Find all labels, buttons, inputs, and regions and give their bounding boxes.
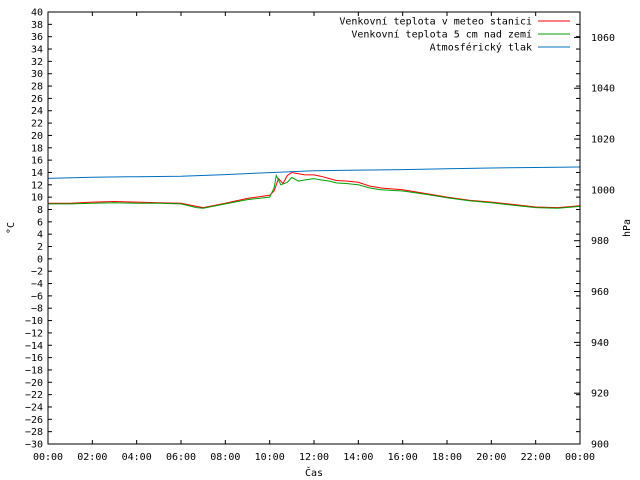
series-line-3 [47, 166, 581, 179]
y-tick-label: −4 [31, 279, 43, 290]
x-tick-label: 18:00 [432, 452, 462, 463]
y-tick-label: 28 [31, 82, 43, 93]
x-tick-label: 16:00 [388, 452, 418, 463]
y2-tick-label: 980 [591, 236, 609, 247]
y-tick-label: −28 [25, 427, 43, 438]
x-tick-label: 04:00 [122, 452, 152, 463]
y-tick-label: 38 [31, 20, 43, 31]
legend-label: Atmosférický tlak [430, 42, 532, 54]
y-tick-label: 22 [31, 119, 43, 130]
y-tick-label: −10 [25, 316, 43, 327]
y2-tick-label: 1000 [591, 185, 615, 196]
y-tick-label: 8 [37, 205, 43, 216]
y-tick-label: −26 [25, 415, 43, 426]
y-tick-label: 4 [37, 230, 43, 241]
y-tick-label: 34 [31, 45, 43, 56]
y-tick-label: −16 [25, 353, 43, 364]
series-layer [47, 166, 581, 209]
y-tick-label: −20 [25, 378, 43, 389]
y-tick-label: 18 [31, 143, 43, 154]
y-tick-label: −14 [25, 341, 43, 352]
legend: Venkovní teplota v meteo staniciVenkovní… [339, 16, 570, 54]
y-tick-label: −6 [31, 291, 43, 302]
y-tick-label: 12 [31, 180, 43, 191]
y2-axis-label: hPa [622, 219, 633, 237]
y-tick-label: −24 [25, 402, 43, 413]
y-tick-label: 36 [31, 32, 43, 43]
y-tick-label: −30 [25, 440, 43, 451]
y-tick-label: −2 [31, 267, 43, 278]
y2-tick-label: 1060 [591, 33, 615, 44]
x-tick-label: 10:00 [255, 452, 285, 463]
y-tick-label: −8 [31, 304, 43, 315]
y-tick-label: 6 [37, 217, 43, 228]
x-axis: 00:00 02:00 04:00 06:00 08:00 10:00 12:00 14:00… [33, 12, 595, 463]
y-tick-label: 40 [31, 8, 43, 19]
x-tick-label: 00:00 [33, 452, 63, 463]
y2-tick-label: 1040 [591, 84, 615, 95]
plot-frame [47, 11, 581, 445]
y-axis-right: 900 920 940 960 980 1000 1020 1040 1060 [574, 33, 615, 451]
y-tick-label: 0 [37, 254, 43, 265]
x-tick-label: 08:00 [210, 452, 240, 463]
y-tick-label: 24 [31, 106, 43, 117]
series-line-2 [48, 173, 581, 209]
y-axis-left: −30−28−26−24−22−20−18−16−14−12−10−8−6−4−… [25, 8, 580, 451]
y2-tick-label: 960 [591, 287, 609, 298]
x-tick-label: 12:00 [299, 452, 329, 463]
legend-label: Venkovní teplota 5 cm nad zemí [351, 29, 532, 41]
x-tick-label: 02:00 [77, 452, 107, 463]
x-tick-label: 06:00 [166, 452, 196, 463]
y2-tick-label: 1020 [591, 135, 615, 146]
y-tick-label: 14 [31, 168, 43, 179]
y2-tick-label: 920 [591, 389, 609, 400]
y-tick-label: 16 [31, 156, 43, 167]
y-tick-label: −18 [25, 365, 43, 376]
x-axis-label: Čas [305, 466, 323, 479]
y-tick-label: 10 [31, 193, 43, 204]
y-tick-label: −12 [25, 328, 43, 339]
x-tick-label: 14:00 [343, 452, 373, 463]
y-tick-label: 2 [37, 242, 43, 253]
y-axis-label: °C [6, 222, 17, 234]
y2-tick-label: 940 [591, 338, 609, 349]
y2-tick-label: 900 [591, 440, 609, 451]
x-tick-label: 20:00 [476, 452, 506, 463]
x-tick-label: 22:00 [521, 452, 551, 463]
x-tick-label: 00:00 [565, 452, 595, 463]
y-tick-label: 30 [31, 69, 43, 80]
y-tick-label: 20 [31, 131, 43, 142]
y-tick-label: 26 [31, 94, 43, 105]
y-tick-label: −22 [25, 390, 43, 401]
series-line-1 [48, 171, 581, 209]
y-tick-label: 32 [31, 57, 43, 68]
legend-label: Venkovní teplota v meteo stanici [339, 16, 532, 28]
